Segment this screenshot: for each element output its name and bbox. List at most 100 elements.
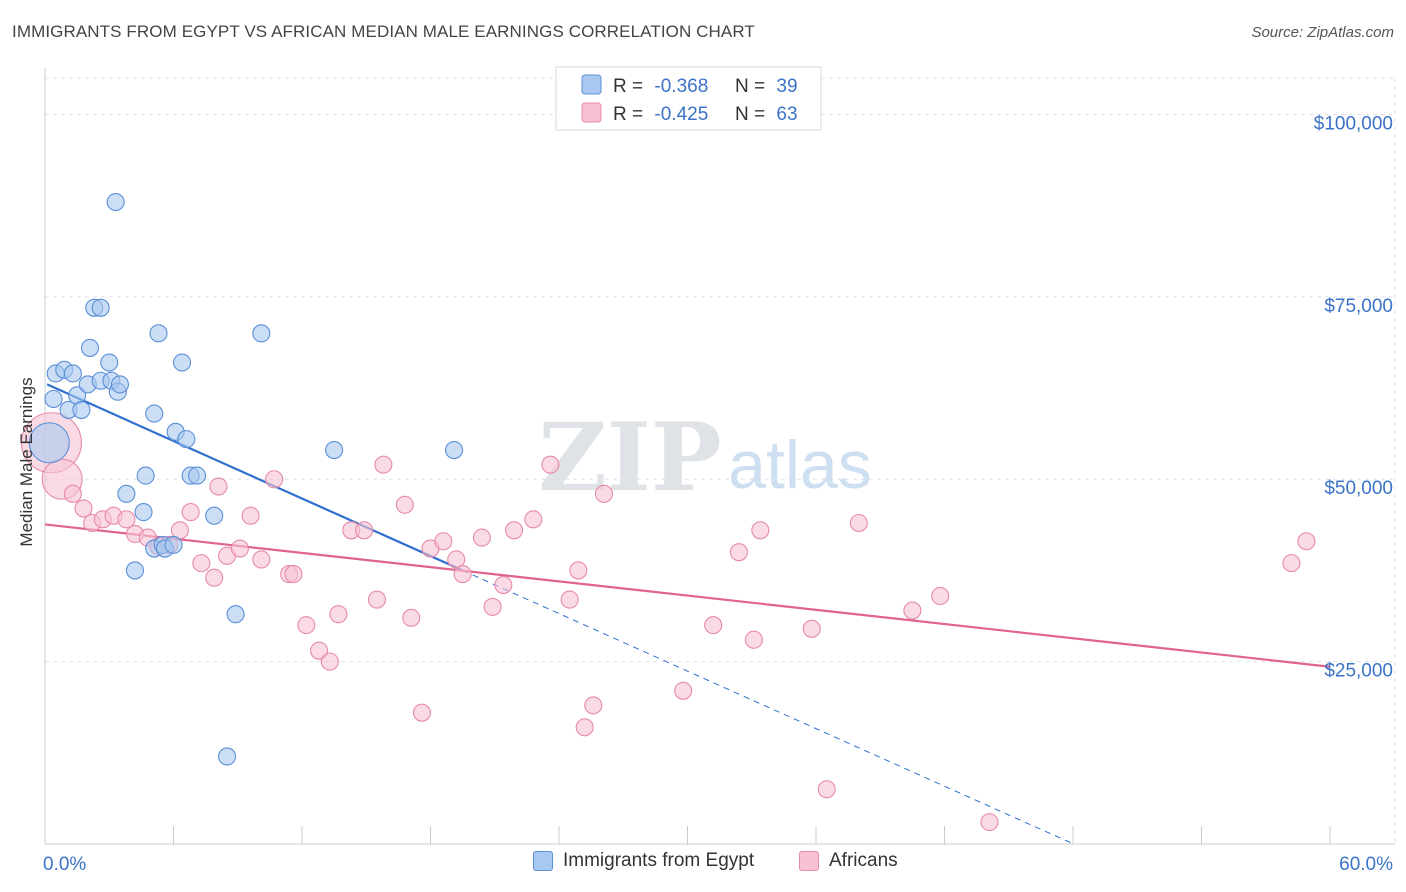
africans-point (931, 586, 950, 606)
africans-point (117, 510, 136, 529)
egypt-point (217, 747, 237, 766)
egypt-point (252, 324, 271, 343)
africans-point (367, 590, 387, 609)
africans-point (434, 532, 453, 551)
africans-point (704, 616, 723, 635)
legend-swatch-egypt (581, 74, 602, 95)
legend-r-label-africa: R = (613, 104, 643, 125)
egypt-point (91, 298, 110, 317)
egypt-point (173, 353, 192, 372)
egypt-point (134, 503, 153, 522)
africans-point (320, 652, 339, 671)
trend-line-egypt (46, 383, 464, 572)
egypt-points (28, 192, 464, 766)
africans-point (560, 590, 579, 609)
africans-point (483, 597, 502, 616)
x-tick-label-min: 0.0% (43, 854, 86, 875)
legend-n-value-egypt: 39 (776, 76, 797, 97)
africans-point (1282, 554, 1301, 573)
egypt-point (145, 404, 164, 423)
source-label: Source: ZipAtlas.com (1251, 24, 1394, 41)
legend-n-value-africa: 63 (776, 104, 797, 125)
egypt-point (117, 484, 136, 503)
africans-point (63, 484, 82, 503)
egypt-point (164, 535, 183, 554)
africans-point (412, 703, 431, 722)
legend-n-label-egypt: N = (735, 76, 765, 97)
africans-point (504, 521, 524, 540)
egypt-point (205, 506, 224, 525)
egypt-point (63, 364, 82, 383)
africans-point (594, 484, 614, 503)
bottom-legend-egypt: Immigrants from Egypt (533, 850, 754, 872)
africans-point (402, 608, 421, 627)
bottom-legend-africa: Africans (799, 850, 898, 872)
egypt-point (44, 389, 63, 409)
egypt-point (28, 422, 70, 464)
africans-point (674, 681, 693, 700)
africans-point (355, 521, 374, 540)
africans-point (74, 499, 93, 518)
africans-point (903, 601, 922, 620)
bottom-legend-swatch-africa (799, 851, 819, 871)
legend-r-value-egypt: -0.368 (654, 76, 708, 97)
svg-text:R = -0.425 N =: R = -0.425 N = 63 (613, 104, 798, 125)
legend-n-label-africa: N = (735, 104, 765, 125)
egypt-point (80, 338, 100, 357)
trend-line-africa (44, 523, 1331, 668)
africans-point (524, 510, 543, 529)
y-tick-label-1: $50,000 (1324, 478, 1393, 499)
africans-point (729, 543, 748, 562)
africans-point (802, 619, 821, 638)
egypt-point (188, 466, 207, 485)
africans-point (453, 565, 472, 584)
africans-point (817, 780, 836, 799)
africans-point (751, 521, 770, 540)
africans-point (980, 813, 999, 832)
watermark-zip: ZIP (538, 403, 721, 513)
africans-point (241, 506, 260, 525)
legend-r-value-africa: -0.425 (654, 104, 708, 125)
africans-point (209, 477, 228, 496)
africans-point (329, 605, 348, 624)
egypt-point (226, 605, 245, 624)
africans-point (205, 568, 224, 587)
trend-line-egypt-extension (462, 569, 1074, 845)
tick-labels: $25,000 $50,000 $75,000 $100,000 0.0% 60.0% (43, 113, 1393, 875)
africans-point (310, 641, 329, 660)
egypt-point (72, 400, 91, 419)
africans-point (584, 696, 603, 715)
legend-box: R = -0.368 N = 39 R = -0.425 N = 63 (555, 66, 822, 131)
egypt-point (110, 375, 130, 394)
egypt-point (136, 466, 155, 485)
africans-point (284, 565, 303, 584)
africans-point (230, 539, 249, 558)
y-tick-label-0: $25,000 (1324, 661, 1393, 682)
africans-point (192, 554, 211, 573)
africans-point (252, 550, 271, 569)
africans-point (265, 470, 284, 489)
chart-title: IMMIGRANTS FROM EGYPT VS AFRICAN MEDIAN … (12, 22, 755, 41)
egypt-point (149, 324, 168, 343)
axes (44, 68, 1395, 845)
africans-point (472, 528, 491, 547)
egypt-point (125, 561, 144, 580)
legend-r-label-egypt: R = (613, 76, 643, 97)
bottom-legend-swatch-egypt (533, 851, 553, 871)
y-axis-label: Median Male Earnings (17, 377, 36, 546)
africans-point (181, 503, 200, 522)
watermark-atlas: atlas (728, 427, 872, 503)
bottom-legend-label-africa: Africans (829, 850, 898, 871)
africans-point (395, 495, 414, 514)
egypt-point (445, 441, 464, 460)
africans-point (374, 455, 393, 474)
y-tick-label-3: $100,000 (1314, 113, 1393, 134)
bottom-legend-label-egypt: Immigrants from Egypt (563, 850, 755, 871)
y-tick-label-2: $75,000 (1324, 296, 1393, 317)
africans-point (569, 561, 588, 580)
africans-point (494, 575, 513, 595)
watermark: ZIP atlas (538, 403, 871, 513)
africans-point (744, 630, 763, 649)
egypt-point (106, 192, 125, 212)
